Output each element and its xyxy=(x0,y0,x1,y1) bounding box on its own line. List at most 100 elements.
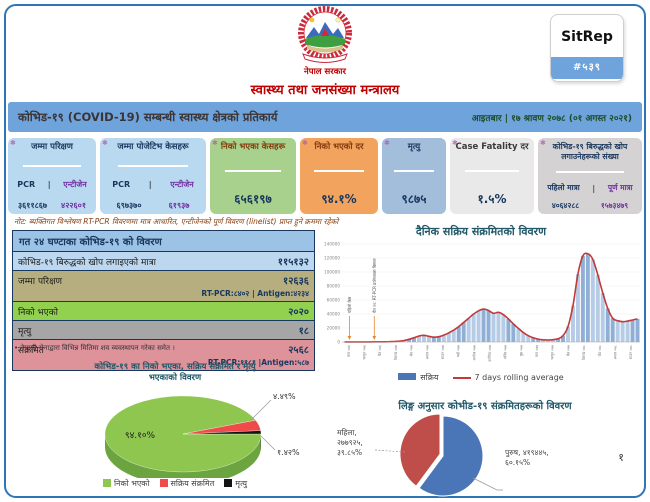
report-date: आइतबार | १७ श्रावण २०७८ (०१ अगस्त २०२१) xyxy=(471,113,632,124)
male-callout: पुरुष, ४१९४४५, ६०.१५% xyxy=(505,448,549,468)
svg-text:असोज ०७७: असोज ०७७ xyxy=(471,345,476,361)
divider-pipe: | xyxy=(148,179,152,189)
svg-text:80000: 80000 xyxy=(327,284,341,289)
legend-active: सक्रिय xyxy=(398,372,439,383)
card-title: कोभिड-१९ बिरुद्धको खोप लगाउनेहरूको संख्य… xyxy=(552,142,628,161)
svg-text:वैशाख ०७८: वैशाख ०७८ xyxy=(581,345,586,360)
pcr-label: PCR xyxy=(17,179,36,189)
gender-pie-chart xyxy=(374,413,503,497)
table-row: संक्रमित २५६८ RT-PCR:१९८१ |Antigen:५८७ xyxy=(13,340,314,370)
virus-icon: ✱ xyxy=(302,139,308,147)
virus-icon: ✱ xyxy=(10,139,16,147)
stat-card-vaccination: ✱ कोभिड-१९ बिरुद्धको खोप लगाउनेहरूको संख… xyxy=(538,138,642,214)
first-dose-label: पहिलो मात्रा xyxy=(547,183,580,193)
black-swatch-icon xyxy=(224,479,233,487)
svg-text:पुस ०७७: पुस ०७७ xyxy=(519,345,523,356)
legend-deaths: मृत्यु xyxy=(224,478,247,489)
green-swatch-icon xyxy=(102,479,111,487)
card-title: निको भएको दर xyxy=(314,142,364,152)
report-title: कोभिड-१९ (COVID-19) सम्बन्धी स्वास्थ्य क… xyxy=(18,109,278,124)
card-title: जम्मा पोजेटिभ केसहरू xyxy=(117,142,189,152)
svg-text:20000: 20000 xyxy=(327,326,341,331)
stat-card-total-positive: ✱ जम्मा पोजेटिभ केसहरू PCR | एन्टीजेन ६९… xyxy=(100,138,206,214)
sitrep-badge: SitRep #५३९ xyxy=(550,14,624,82)
table-row: मृत्यु १८ xyxy=(13,321,314,340)
female-callout: महिला, २७७९२५, ३९.८५% xyxy=(337,428,363,458)
svg-text:९४.१०%: ९४.१०% xyxy=(125,431,156,441)
svg-text:१.४२%: १.४२% xyxy=(277,448,300,457)
antigen-label: एन्टीजेन xyxy=(63,179,87,189)
card-value: ६५६१९७ xyxy=(234,192,272,206)
divider-pipe: | xyxy=(47,179,51,189)
svg-text:0: 0 xyxy=(337,340,340,345)
table-row-sub: RT-PCR:८४०२ | Antigen:४२३४ xyxy=(201,289,309,298)
pcr-value: ३६११८६७ xyxy=(17,201,48,210)
table-title: गत २४ घण्टाका कोभिड-१९ को विवरण xyxy=(13,231,314,252)
svg-text:जेठ ०७८: जेठ ०७८ xyxy=(597,345,602,357)
red-swatch-icon xyxy=(159,479,168,487)
divider-pipe: | xyxy=(592,183,596,193)
outcome-pie-title: कोभिड-१९ का निको भएका, सक्रिय संक्रमित र… xyxy=(94,362,256,384)
antigen-value: ६१९३७ xyxy=(168,201,190,210)
antigen-label: एन्टीजेन xyxy=(170,179,194,189)
stat-cards-row: ✱ जम्मा परिक्षण PCR | एन्टीजेन ३६११८६७ ४… xyxy=(8,138,642,214)
virus-icon: ✱ xyxy=(452,139,458,147)
svg-text:100000: 100000 xyxy=(324,270,340,275)
card-title: जम्मा परिक्षण xyxy=(31,142,73,152)
legend-recovered: निको भएको xyxy=(102,478,150,489)
card-value: ९८७५ xyxy=(401,192,427,206)
svg-text:असार ०७७: असार ०७७ xyxy=(425,345,429,359)
svg-text:चैत ११: RT-PCR प्रयोगशाला विस्: चैत ११: RT-PCR प्रयोगशाला विस्तार xyxy=(372,258,377,313)
bar-swatch-icon xyxy=(398,373,417,380)
full-dose-value: १५७३४७९ xyxy=(600,201,629,210)
svg-text:पहिलो केस: पहिलो केस xyxy=(347,296,352,313)
nepal-emblem-icon xyxy=(298,6,352,63)
government-label: नेपाल सरकार xyxy=(304,67,346,77)
svg-text:माघ ०७७: माघ ०७७ xyxy=(535,345,539,357)
daily-chart-legend: सक्रिय 7 days rolling average xyxy=(316,372,646,383)
svg-text:फागुन ०७७: फागुन ०७७ xyxy=(551,345,555,360)
ministry-title: स्वास्थ्य तथा जनसंख्या मन्त्रालय xyxy=(250,83,400,98)
svg-text:120000: 120000 xyxy=(324,256,340,261)
legend-rolling-average: 7 days rolling average xyxy=(452,373,564,382)
first-dose-value: ४०६४२८८ xyxy=(551,201,580,210)
footnote-note: नोट: ब्यक्तिगत विश्लेषण RT-PCR विवरणमा म… xyxy=(14,217,339,226)
stat-card-recovery-rate: ✱ निको भएको दर ९४.१% xyxy=(300,138,378,214)
pcr-label: PCR xyxy=(112,179,131,189)
card-title: निको भएका केसहरू xyxy=(220,142,286,152)
svg-text:माघ ०७६: माघ ०७६ xyxy=(347,345,351,357)
card-title: मृत्यु xyxy=(407,142,421,152)
svg-text:60000: 60000 xyxy=(327,298,341,303)
svg-text:भदौ ०७७: भदौ ०७७ xyxy=(456,345,461,357)
card-title: Case Fatality दर xyxy=(455,142,529,152)
table-row: निको भएको २०२० xyxy=(13,302,314,321)
stat-card-deaths: ✱ मृत्यु ९८७५ xyxy=(382,138,446,214)
stat-card-case-fatality-rate: ✱ Case Fatality दर १.५% xyxy=(450,138,534,214)
table-row: कोभिड-१९ बिरुद्धको खोप लगाइएको मात्रा ११… xyxy=(13,252,314,271)
antigen-value: ४२२६०१ xyxy=(61,201,87,210)
outcome-pie-chart: ९४.१०% ४.४९% १.४२% xyxy=(104,392,300,478)
sitrep-label: SitRep xyxy=(561,29,613,45)
virus-icon: ✱ xyxy=(540,139,546,147)
stat-card-total-tests: ✱ जम्मा परिक्षण PCR | एन्टीजेन ३६११८६७ ४… xyxy=(8,138,96,214)
table-footnote: • नेपाली सेनाद्वारा विभिन्न मितिमा शव व्… xyxy=(14,344,175,352)
svg-text:40000: 40000 xyxy=(327,312,341,317)
svg-text:साउन ०७७: साउन ०७७ xyxy=(441,345,445,359)
virus-icon: ✱ xyxy=(212,139,218,147)
table-row: जम्मा परिक्षण १२६३६ RT-PCR:८४०२ | Antige… xyxy=(13,271,314,302)
stat-card-recovered: ✱ निको भएका केसहरू ६५६१९७ xyxy=(210,138,296,214)
page-number: १ xyxy=(618,451,624,464)
report-title-bar: कोभिड-१९ (COVID-19) सम्बन्धी स्वास्थ्य क… xyxy=(8,102,642,132)
legend-active-cases: सक्रिय संक्रमित xyxy=(159,478,214,489)
svg-text:मंसिर ०७७: मंसिर ०७७ xyxy=(503,345,508,359)
svg-text:चैत ०७७: चैत ०७७ xyxy=(565,345,570,356)
svg-text:जेठ ०७७: जेठ ०७७ xyxy=(409,345,414,357)
pcr-value: ६९७३७० xyxy=(116,201,142,210)
svg-text:वैशाख ०७७: वैशाख ०७७ xyxy=(393,345,398,360)
last-24h-table: गत २४ घण्टाका कोभिड-१९ को विवरण कोभिड-१९… xyxy=(12,230,315,371)
card-value: ९४.१% xyxy=(321,192,357,206)
full-dose-label: पूर्ण मात्रा xyxy=(607,183,633,193)
daily-chart-title: दैनिक सक्रिय संक्रमितको विवरण xyxy=(415,225,547,238)
svg-text:४.४९%: ४.४९% xyxy=(273,392,296,401)
